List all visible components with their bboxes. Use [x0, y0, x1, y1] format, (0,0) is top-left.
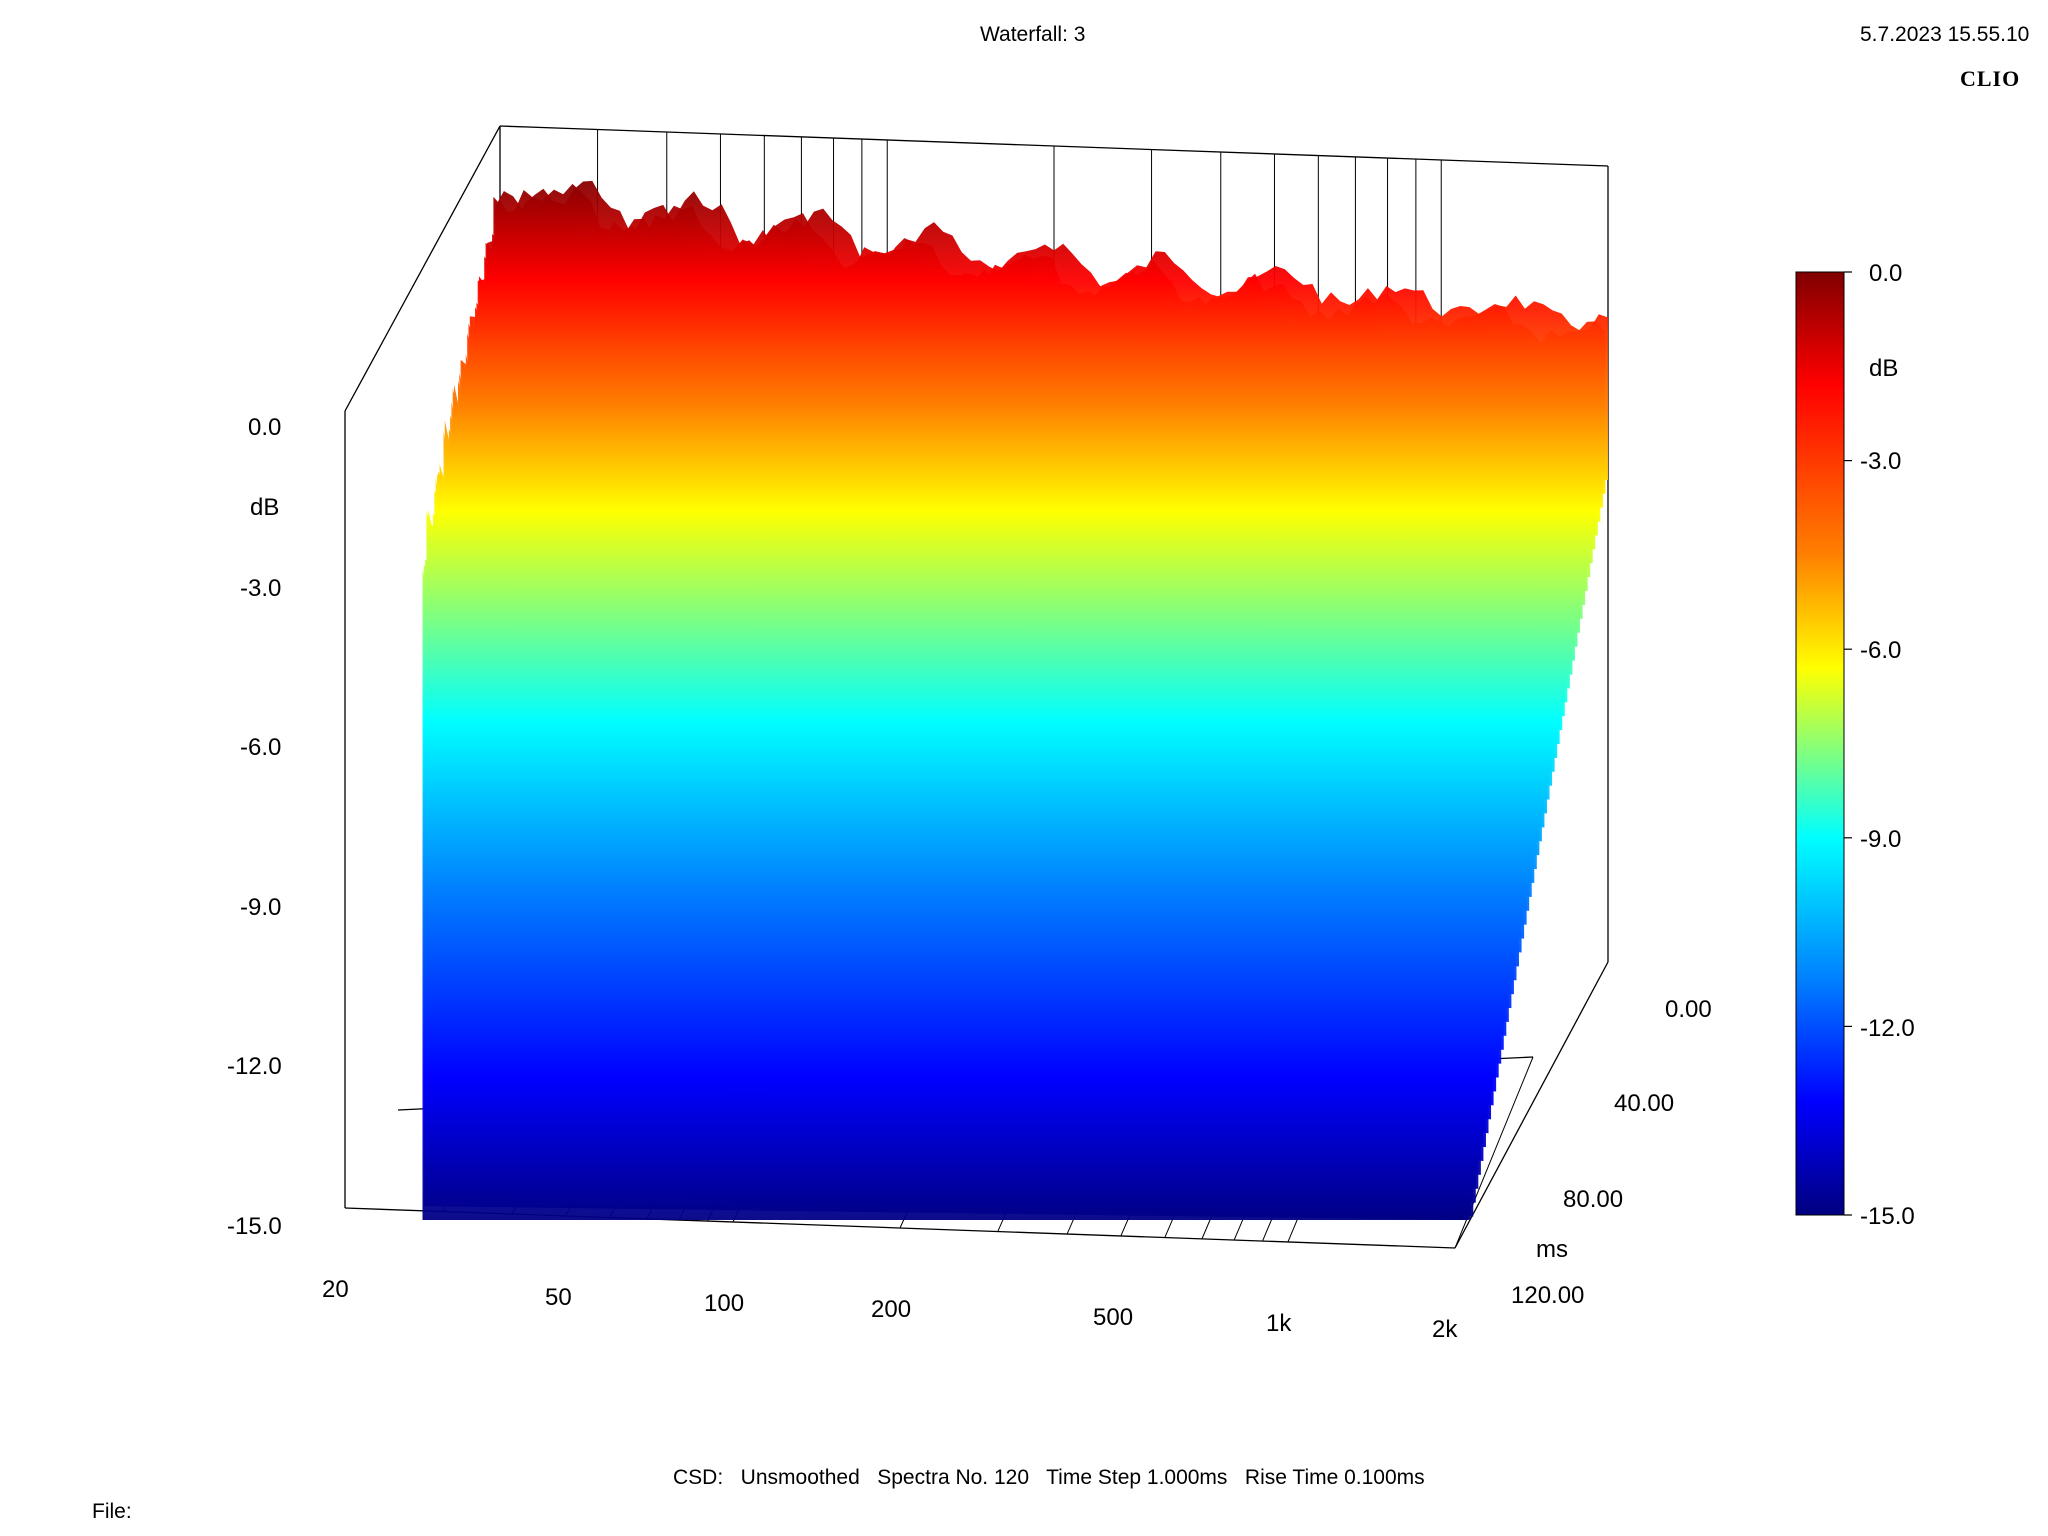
x-tick-label: 500 [1093, 1304, 1134, 1331]
chart-title: Waterfall: 3 [980, 23, 1086, 46]
datetime-stamp: 5.7.2023 15.55.10 [1860, 23, 2030, 46]
colorbar-tick-label: -6.0 [1860, 637, 1902, 664]
brand-logo-text: CLIO [1960, 66, 2021, 91]
time-tick-label: 80.00 [1563, 1186, 1624, 1213]
time-tick-label: 0.00 [1665, 996, 1712, 1023]
colorbar-tick-label: 0.0 [1869, 260, 1903, 287]
time-axis-label: ms [1536, 1236, 1568, 1263]
z-tick-label: -9.0 [240, 894, 282, 921]
x-tick-label: 200 [871, 1296, 912, 1323]
colorbar-tick-label: -12.0 [1860, 1015, 1915, 1042]
z-axis-label: dB [250, 494, 280, 521]
x-tick-label: 50 [545, 1284, 572, 1311]
measurement-settings: CSD: Unsmoothed Spectra No. 120 Time Ste… [673, 1466, 1425, 1489]
x-tick-label: 100 [704, 1290, 745, 1317]
time-tick-label: 40.00 [1614, 1090, 1675, 1117]
colorbar-tick-label: -3.0 [1860, 448, 1902, 475]
z-tick-label: 0.0 [248, 414, 282, 441]
spectrum-slice [422, 569, 1458, 1220]
waterfall-surface [422, 180, 1608, 1221]
colorbar [1795, 271, 1845, 1216]
colorbar-unit-label: dB [1869, 355, 1899, 382]
colorbar-tick-label: -9.0 [1860, 826, 1902, 853]
time-tick-label: 120.00 [1511, 1282, 1585, 1309]
x-tick-label: 2k [1432, 1316, 1458, 1343]
colorbar-tick-label: -15.0 [1860, 1203, 1915, 1230]
z-tick-label: -12.0 [227, 1053, 282, 1080]
file-label: File: [92, 1500, 132, 1523]
x-tick-label: 20 [322, 1276, 349, 1303]
colorbar-ticks [1844, 271, 1852, 1216]
z-tick-label: -3.0 [240, 575, 282, 602]
z-tick-label: -15.0 [227, 1213, 282, 1240]
z-tick-label: -6.0 [240, 734, 282, 761]
x-tick-label: 1k [1266, 1310, 1292, 1337]
